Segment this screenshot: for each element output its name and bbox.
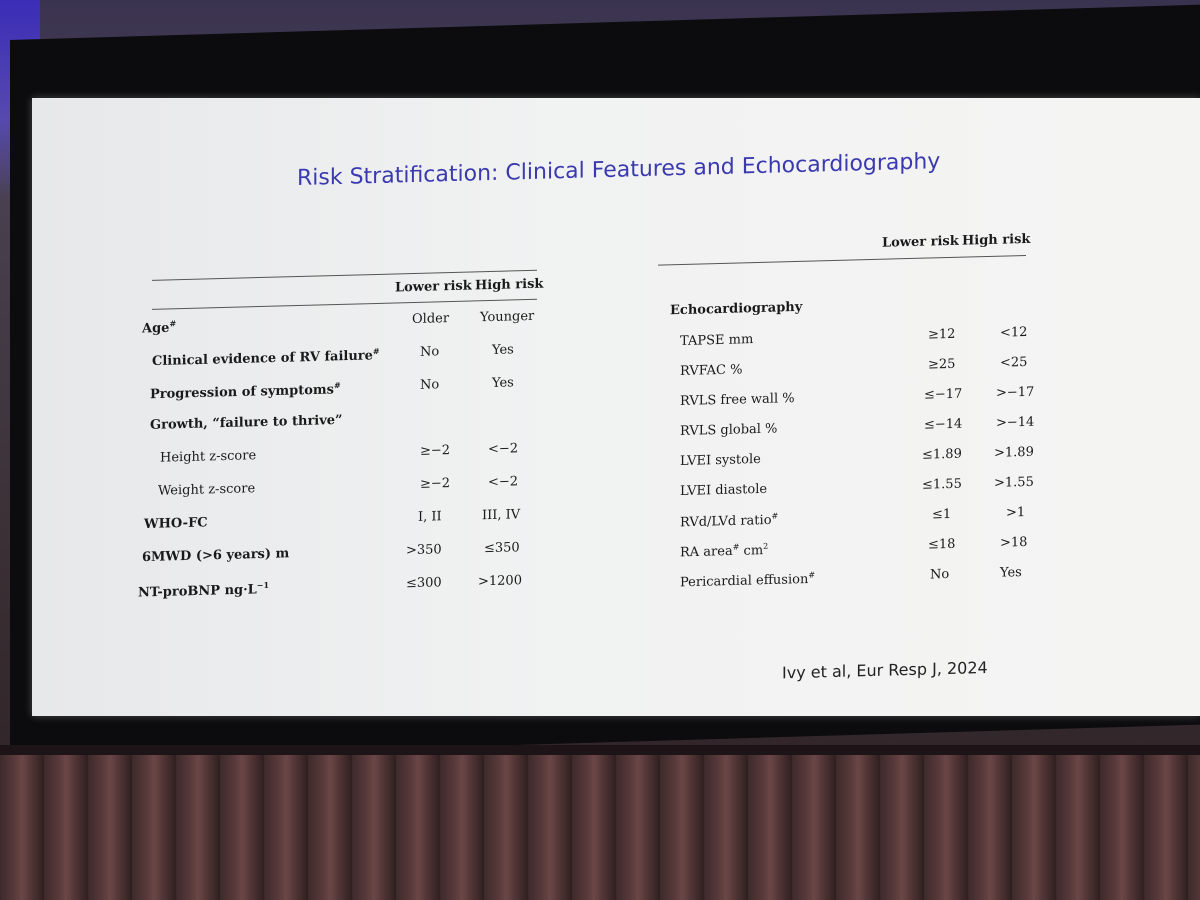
right-row-lower: ≤1.89: [922, 446, 962, 463]
left-row-lower: >350: [406, 542, 442, 559]
left-row-lower: Older: [412, 311, 450, 328]
left-col-high-header: High risk: [475, 276, 544, 294]
right-row-lower: ≥25: [928, 356, 956, 373]
left-row-lower: No: [420, 344, 440, 360]
right-section-label: Echocardiography: [670, 299, 803, 319]
left-row-label: Growth, “failure to thrive”: [150, 412, 343, 433]
right-table-header-rule: [658, 254, 1026, 266]
right-row-label: RVd/LVd ratio#: [680, 511, 779, 531]
right-row-label: LVEI diastole: [680, 481, 768, 500]
left-row-high: Yes: [492, 342, 514, 358]
left-row-label: Age#: [142, 318, 177, 337]
left-row-label: Clinical evidence of RV failure#: [152, 345, 380, 370]
left-row-high: Yes: [492, 375, 514, 391]
left-row-high: >1200: [478, 573, 522, 590]
right-row-label: RVFAC %: [680, 362, 743, 380]
left-row-label: WHO-FC: [144, 515, 208, 533]
right-col-high-header: High risk: [962, 231, 1031, 249]
right-col-lower-header: Lower risk: [882, 233, 959, 251]
right-row-high: >1.89: [994, 444, 1034, 461]
left-row-lower: ≥−2: [420, 443, 451, 459]
left-col-lower-header: Lower risk: [395, 278, 472, 296]
left-row-label: Weight z-score: [158, 481, 256, 499]
stage-curtain: [0, 745, 1200, 900]
right-row-lower: ≤1: [932, 506, 952, 523]
right-row-high: >−17: [996, 384, 1035, 401]
right-row-high: >1: [1006, 504, 1026, 521]
left-row-high: Younger: [480, 308, 535, 326]
right-row-label: TAPSE mm: [680, 332, 754, 350]
left-row-lower: ≤300: [406, 575, 442, 592]
right-row-lower: ≤1.55: [922, 476, 962, 493]
left-row-label: NT-proBNP ng·L−1: [138, 579, 270, 601]
left-row-lower: No: [420, 377, 440, 393]
slide-title: Risk Stratification: Clinical Features a…: [297, 149, 941, 192]
left-row-label: 6MWD (>6 years) m: [142, 546, 290, 566]
right-row-high: <25: [1000, 354, 1028, 371]
right-row-high: <12: [1000, 324, 1028, 341]
right-row-lower: No: [930, 566, 950, 583]
right-row-label: RA area# cm2: [680, 541, 769, 561]
right-row-lower: ≤−14: [924, 416, 963, 433]
right-row-high: Yes: [1000, 565, 1022, 581]
right-row-high: >−14: [996, 414, 1035, 431]
stage-edge: [0, 745, 1200, 755]
left-row-lower: I, II: [418, 509, 442, 525]
left-row-lower: ≥−2: [420, 476, 451, 492]
right-row-lower: ≤−17: [924, 386, 963, 403]
right-row-label: Pericardial effusion#: [680, 570, 816, 591]
slide-citation: Ivy et al, Eur Resp J, 2024: [782, 657, 988, 683]
left-row-high: III, IV: [482, 507, 521, 524]
left-row-high: ≤350: [484, 540, 520, 557]
right-row-high: >18: [1000, 534, 1028, 551]
left-table-header-rule: [152, 298, 537, 310]
right-row-label: RVLS global %: [680, 421, 778, 440]
right-row-label: RVLS free wall %: [680, 391, 795, 410]
right-row-lower: ≥12: [928, 326, 956, 343]
right-row-lower: ≤18: [928, 536, 956, 553]
right-row-high: >1.55: [994, 474, 1034, 491]
left-row-high: <−2: [488, 441, 519, 458]
left-row-label: Height z-score: [160, 448, 257, 466]
projected-slide: Risk Stratification: Clinical Features a…: [32, 98, 1200, 716]
left-row-label: Progression of symptoms#: [150, 379, 341, 403]
left-row-high: <−2: [488, 474, 519, 491]
right-row-label: LVEI systole: [680, 451, 761, 470]
slide-content: Risk Stratification: Clinical Features a…: [32, 67, 1200, 716]
